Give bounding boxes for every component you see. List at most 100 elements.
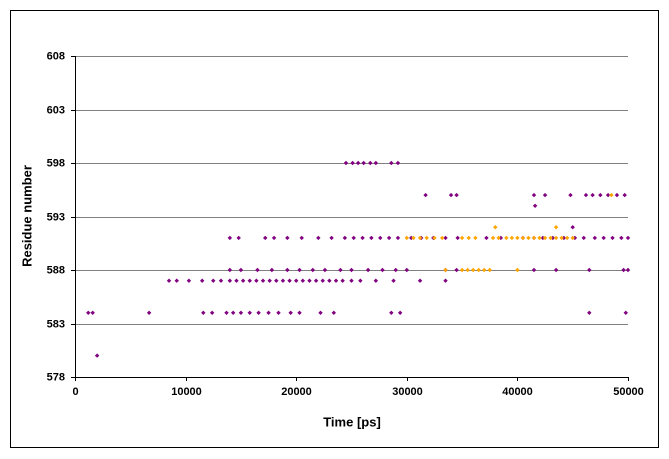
- point: [247, 278, 252, 283]
- point: [343, 160, 349, 166]
- point: [470, 267, 476, 273]
- point: [417, 235, 423, 241]
- point: [86, 310, 91, 315]
- point: [329, 235, 334, 241]
- y-tick-label: 588: [47, 264, 65, 276]
- point: [459, 235, 465, 241]
- point: [395, 235, 401, 241]
- point: [238, 267, 244, 273]
- point: [459, 267, 465, 273]
- point: [625, 235, 631, 241]
- point: [498, 235, 504, 241]
- point: [280, 278, 286, 283]
- point: [322, 267, 328, 273]
- point: [350, 160, 355, 166]
- point: [260, 278, 266, 283]
- point: [520, 235, 526, 241]
- point: [368, 160, 373, 166]
- point: [349, 267, 354, 273]
- point: [349, 278, 354, 283]
- point: [274, 278, 279, 283]
- point: [531, 192, 537, 198]
- point: [443, 278, 448, 283]
- x-tick-label: 10000: [171, 386, 202, 398]
- point: [218, 278, 224, 283]
- point: [256, 310, 261, 315]
- point: [254, 278, 259, 283]
- point: [230, 310, 236, 315]
- point: [598, 192, 603, 198]
- point: [592, 235, 598, 241]
- point: [238, 310, 244, 315]
- point: [327, 278, 332, 283]
- point: [487, 267, 492, 273]
- point: [331, 310, 337, 315]
- point: [609, 192, 614, 198]
- point: [267, 278, 272, 283]
- point: [236, 235, 241, 241]
- point: [443, 267, 448, 273]
- point: [454, 192, 459, 198]
- point: [224, 310, 229, 315]
- point: [550, 235, 555, 241]
- point: [601, 235, 606, 241]
- point: [380, 267, 385, 273]
- point: [553, 235, 559, 241]
- point: [423, 192, 428, 198]
- point: [621, 267, 626, 273]
- point: [287, 278, 292, 283]
- point: [417, 278, 423, 283]
- point: [531, 267, 537, 273]
- point: [373, 278, 379, 283]
- point: [310, 267, 315, 273]
- point: [288, 310, 293, 315]
- point: [465, 267, 470, 273]
- point: [297, 310, 302, 315]
- point: [391, 278, 396, 283]
- y-tick-label: 598: [47, 157, 65, 169]
- point: [307, 278, 312, 283]
- point: [614, 192, 620, 198]
- point: [531, 235, 537, 241]
- y-tick-label: 593: [47, 211, 65, 223]
- point: [174, 278, 179, 283]
- x-tick-label: 0: [72, 386, 78, 398]
- point: [271, 235, 277, 241]
- point: [209, 310, 215, 315]
- point: [610, 235, 615, 241]
- point: [186, 278, 192, 283]
- point: [542, 235, 548, 241]
- x-tick-label: 30000: [392, 386, 423, 398]
- point: [201, 310, 206, 315]
- point: [369, 235, 374, 241]
- point: [389, 160, 394, 166]
- point: [227, 235, 233, 241]
- point: [424, 235, 429, 241]
- y-tick-label: 608: [47, 50, 65, 62]
- point: [342, 235, 348, 241]
- point: [373, 160, 379, 166]
- point: [234, 278, 239, 283]
- point: [318, 310, 323, 315]
- point: [509, 235, 515, 241]
- point: [266, 310, 271, 315]
- point: [361, 160, 366, 166]
- point: [313, 278, 319, 283]
- point: [146, 310, 152, 315]
- point: [570, 225, 575, 230]
- point: [360, 235, 365, 241]
- y-tick-label: 583: [47, 318, 65, 330]
- point: [285, 235, 290, 241]
- point: [300, 278, 306, 283]
- point: [358, 278, 363, 283]
- point: [455, 235, 460, 241]
- point: [94, 353, 100, 358]
- point: [443, 235, 448, 241]
- point: [504, 235, 509, 241]
- point: [526, 235, 531, 241]
- point: [581, 235, 586, 241]
- point: [561, 235, 567, 241]
- point: [276, 310, 281, 315]
- point: [285, 267, 290, 273]
- point: [448, 192, 454, 198]
